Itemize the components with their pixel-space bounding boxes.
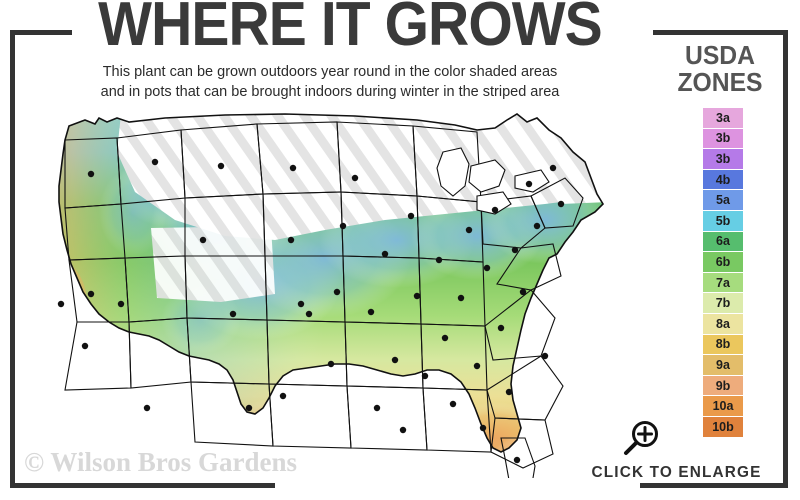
magnifier-plus-glyph [624,421,658,455]
zone-swatch-8b-11[interactable]: 8b [703,334,743,356]
legend-heading-line-1: USDA [684,40,755,70]
subtitle-line-1: This plant can be grown outdoors year ro… [102,64,558,80]
frame-bracket-bottom-right [640,483,788,488]
frame-bracket-bottom-left [10,483,275,488]
zone-swatch-7a-8[interactable]: 7a [703,272,743,294]
map-svg [57,113,605,478]
map-great-lakes [436,147,550,215]
legend-heading-line-2: ZONES [677,67,763,97]
click-to-enlarge-label[interactable]: CLICK TO ENLARGE [591,464,762,481]
zone-swatch-9b-13[interactable]: 9b [703,375,743,397]
watermark-credit: © Wilson Bros Gardens [24,447,297,477]
usda-zone-legend: 3a 3b 3b 4b 5a 5b 6a 6b 7a 7b 8a 8b 9a 9b 10a 10b [703,108,743,438]
zone-swatch-5a-4[interactable]: 5a [703,190,743,211]
zone-swatch-10a-14[interactable]: 10a [703,396,743,417]
zone-swatch-6b-7[interactable]: 6b [703,252,743,273]
zone-swatch-3a-0[interactable]: 3a [703,108,743,129]
frame-bracket-left [10,30,15,488]
frame-bracket-top-right [653,30,788,35]
map-national-outline [58,113,605,453]
subtitle-line-2: and in pots that can be brought indoors … [100,84,560,100]
zone-swatch-3b-1[interactable]: 3b [703,128,743,150]
subtitle: This plant can be grown outdoors year ro… [20,62,640,102]
legend-heading: USDA ZONES [658,42,782,96]
zone-swatch-8a-10[interactable]: 8a [703,313,743,335]
magnifier-plus-icon[interactable] [620,418,662,465]
frame-bracket-right [783,30,788,488]
zone-swatch-3b-2[interactable]: 3b [703,149,743,170]
zone-swatch-6a-6[interactable]: 6a [703,231,743,253]
map-city-markers [57,158,565,464]
zone-swatch-9a-12[interactable]: 9a [703,355,743,376]
zone-swatch-7b-9[interactable]: 7b [703,293,743,314]
page-title: WHERE IT GROWS [98,0,603,59]
zone-swatch-10b-15[interactable]: 10b [703,416,743,438]
zone-swatch-5b-5[interactable]: 5b [703,210,743,232]
frame-bracket-top-left [10,30,72,35]
map-state-borders [64,121,584,478]
zone-swatch-4b-3[interactable]: 4b [703,169,743,191]
usda-hardiness-zone-map[interactable] [25,108,665,478]
